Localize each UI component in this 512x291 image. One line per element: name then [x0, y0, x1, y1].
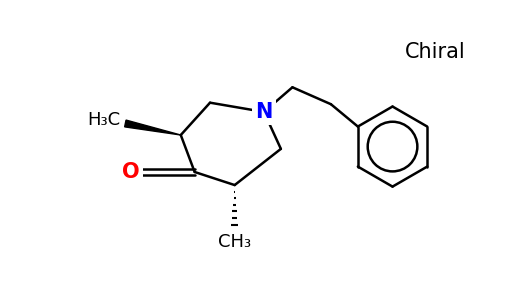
Text: O: O [122, 162, 140, 182]
Polygon shape [124, 120, 181, 135]
Text: N: N [255, 102, 272, 122]
Text: Chiral: Chiral [404, 42, 465, 62]
Text: H₃C: H₃C [87, 111, 120, 129]
Text: CH₃: CH₃ [218, 233, 251, 251]
